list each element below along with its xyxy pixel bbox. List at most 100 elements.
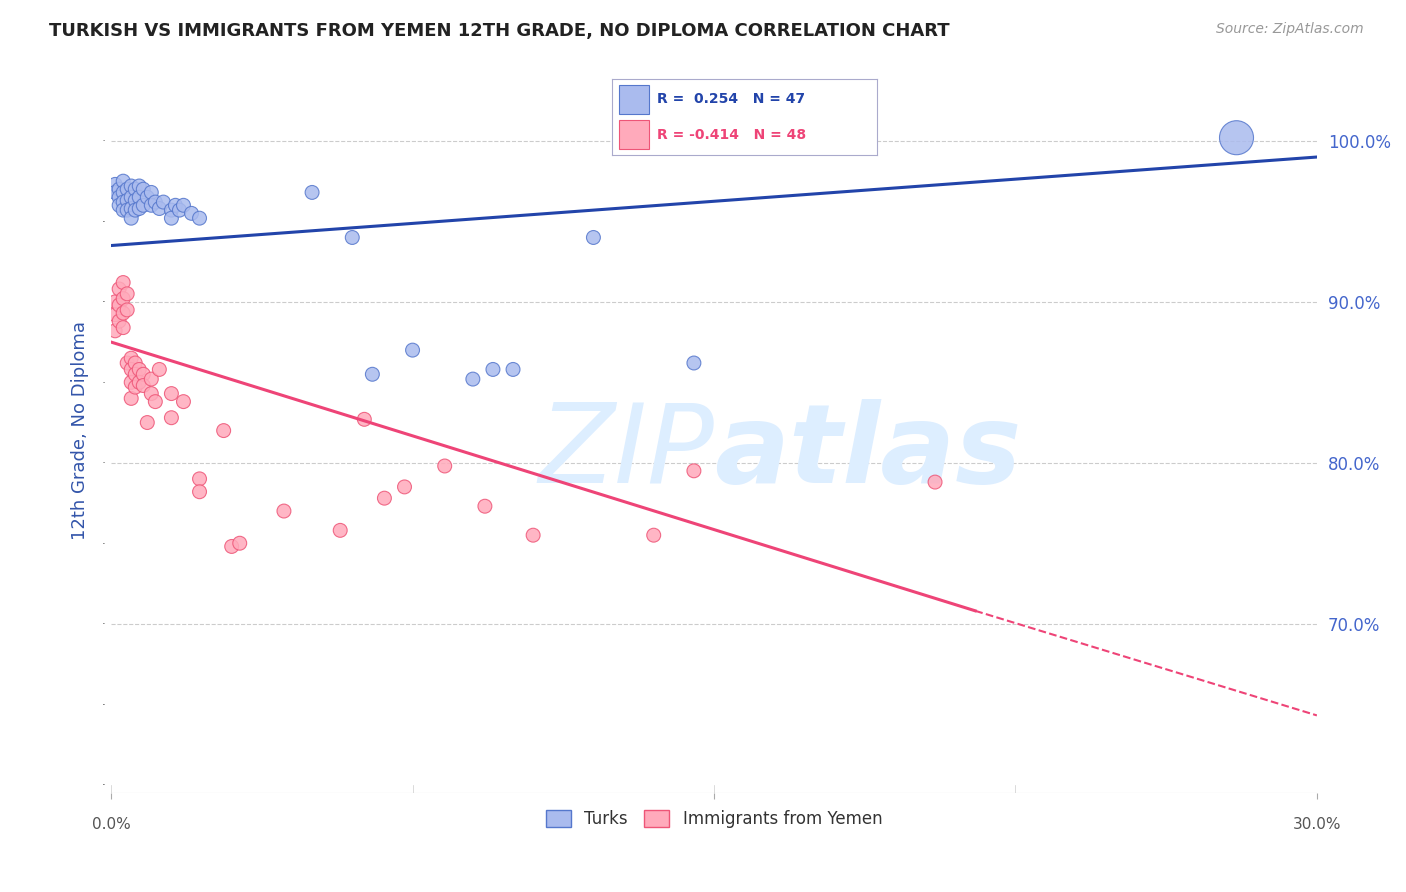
Y-axis label: 12th Grade, No Diploma: 12th Grade, No Diploma: [72, 321, 89, 540]
Point: [188, 211, 211, 226]
Point: [329, 524, 352, 538]
Point: [361, 368, 384, 382]
Point: [401, 343, 423, 358]
Point: [373, 491, 395, 505]
Point: [1225, 130, 1247, 145]
Point: [108, 182, 131, 196]
Point: [188, 472, 211, 486]
Point: [273, 504, 295, 518]
Point: [112, 292, 135, 306]
Point: [141, 198, 163, 212]
Point: [148, 362, 170, 376]
Point: [136, 416, 159, 430]
Point: [461, 372, 484, 386]
Point: [128, 362, 150, 376]
Point: [229, 536, 252, 550]
Point: [482, 362, 505, 376]
Point: [148, 202, 170, 216]
Point: [132, 378, 155, 392]
Point: [474, 500, 496, 514]
Point: [141, 372, 163, 386]
Point: [128, 179, 150, 194]
Legend: Turks, Immigrants from Yemen: Turks, Immigrants from Yemen: [538, 804, 889, 835]
Point: [132, 198, 155, 212]
Point: [141, 386, 163, 401]
Point: [160, 410, 183, 425]
Point: [104, 294, 127, 309]
Point: [112, 186, 135, 200]
Point: [160, 203, 183, 218]
Point: [112, 174, 135, 188]
Point: [683, 356, 706, 370]
Point: [108, 314, 131, 328]
Point: [160, 211, 183, 226]
Point: [924, 475, 946, 489]
Point: [104, 178, 127, 192]
Point: [120, 376, 142, 390]
Point: [104, 324, 127, 338]
Point: [115, 194, 138, 208]
Point: [522, 528, 544, 542]
Point: [582, 230, 605, 244]
Point: [128, 376, 150, 390]
Point: [136, 190, 159, 204]
Point: [394, 480, 416, 494]
Point: [120, 362, 142, 376]
Point: [172, 198, 194, 212]
Point: [120, 190, 142, 204]
Point: [169, 203, 191, 218]
Point: [160, 386, 183, 401]
Point: [120, 211, 142, 226]
Point: [132, 182, 155, 196]
Text: Source: ZipAtlas.com: Source: ZipAtlas.com: [1216, 22, 1364, 37]
Point: [124, 380, 146, 394]
Point: [115, 203, 138, 218]
Point: [104, 186, 127, 200]
Point: [120, 351, 142, 366]
Point: [124, 356, 146, 370]
Point: [120, 179, 142, 194]
Point: [132, 368, 155, 382]
Point: [172, 394, 194, 409]
Point: [221, 540, 243, 554]
Point: [124, 194, 146, 208]
Point: [112, 195, 135, 210]
Text: atlas: atlas: [714, 399, 1021, 506]
Point: [112, 320, 135, 334]
Point: [433, 458, 456, 473]
Point: [120, 202, 142, 216]
Point: [112, 203, 135, 218]
Point: [115, 356, 138, 370]
Point: [108, 298, 131, 312]
Point: [188, 484, 211, 499]
Point: [143, 195, 166, 210]
Point: [152, 195, 174, 210]
Point: [128, 190, 150, 204]
Point: [108, 282, 131, 296]
Point: [180, 206, 202, 220]
Point: [301, 186, 323, 200]
Point: [108, 190, 131, 204]
Text: 30.0%: 30.0%: [1292, 817, 1341, 832]
Point: [353, 412, 375, 426]
Point: [120, 392, 142, 406]
Text: 0.0%: 0.0%: [91, 817, 131, 832]
Point: [115, 302, 138, 317]
Point: [115, 286, 138, 301]
Point: [502, 362, 524, 376]
Point: [143, 394, 166, 409]
Text: ZIP: ZIP: [538, 399, 714, 506]
Text: TURKISH VS IMMIGRANTS FROM YEMEN 12TH GRADE, NO DIPLOMA CORRELATION CHART: TURKISH VS IMMIGRANTS FROM YEMEN 12TH GR…: [49, 22, 950, 40]
Point: [124, 203, 146, 218]
Point: [212, 424, 235, 438]
Point: [643, 528, 665, 542]
Point: [115, 182, 138, 196]
Point: [683, 464, 706, 478]
Point: [108, 198, 131, 212]
Point: [112, 306, 135, 320]
Point: [128, 202, 150, 216]
Point: [112, 276, 135, 290]
Point: [141, 186, 163, 200]
Point: [124, 182, 146, 196]
Point: [342, 230, 364, 244]
